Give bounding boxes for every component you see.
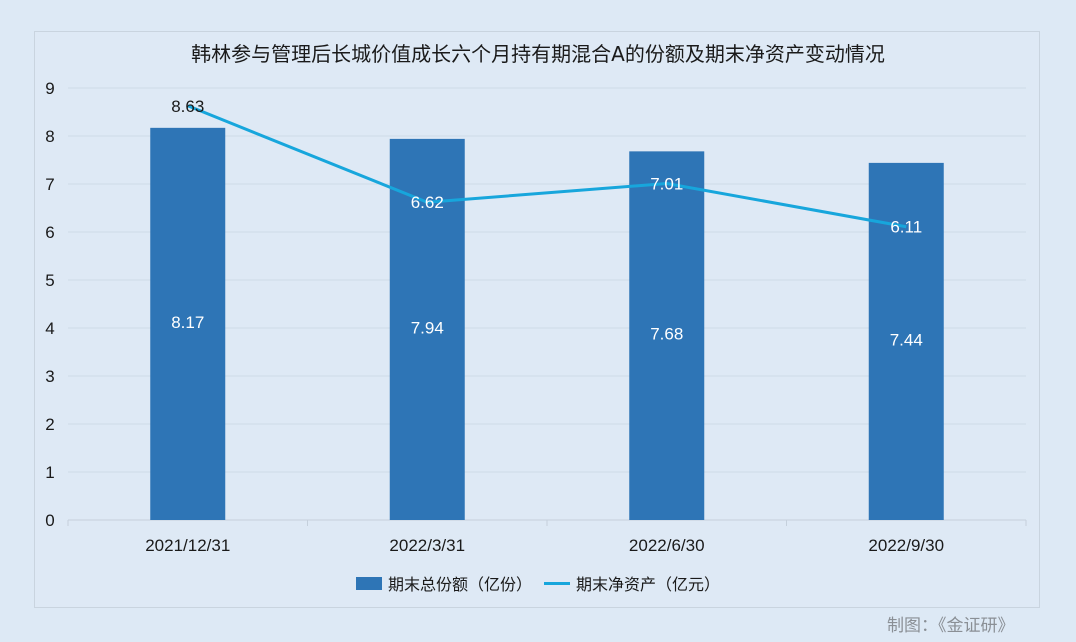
legend-label-net-assets: 期末净资产（亿元）: [576, 575, 721, 594]
bar-series: [150, 127, 944, 521]
legend-label-shares: 期末总份额（亿份）: [387, 575, 532, 594]
line-value-label: 8.63: [171, 97, 204, 116]
y-tick-label: 8: [45, 127, 54, 146]
y-tick-label: 4: [45, 319, 54, 338]
legend-item-net-assets: 期末净资产（亿元）: [544, 571, 720, 595]
x-tick-label: 2022/9/30: [868, 536, 944, 555]
legend-item-shares: 期末总份额（亿份）: [355, 571, 532, 595]
y-tick-label: 7: [45, 175, 54, 194]
line-series: [187, 104, 907, 229]
y-axis: 0 1 2 3 4 5 6 7 8 9: [45, 79, 54, 530]
line-value-label: 6.11: [890, 218, 922, 237]
x-tick-label: 2021/12/31: [145, 536, 230, 555]
data-labels: 8.17 7.94 7.68 7.44 8.63 6.62 7.01 6.11: [171, 97, 923, 350]
y-tick-label: 3: [45, 367, 54, 386]
bar-value-label: 7.68: [650, 325, 683, 344]
y-tick-label: 0: [45, 511, 54, 530]
x-axis: 2021/12/31 2022/3/31 2022/6/30 2022/9/30: [67, 519, 1027, 555]
y-tick-label: 6: [45, 223, 54, 242]
net-assets-line: [187, 104, 907, 229]
y-tick-label: 1: [45, 463, 54, 482]
x-tick-label: 2022/6/30: [629, 536, 705, 555]
x-tick-label: 2022/3/31: [389, 536, 465, 555]
y-tick-label: 2: [45, 415, 54, 434]
legend: 期末总份额（亿份） 期末净资产（亿元）: [0, 571, 1076, 595]
line-value-label: 7.01: [650, 175, 683, 194]
y-tick-label: 9: [45, 79, 54, 98]
bar-value-label: 8.17: [171, 313, 204, 332]
bar-swatch-icon: [355, 576, 382, 590]
chart-title: 韩林参与管理后长城价值成长六个月持有期混合A的份额及期末净资产变动情况: [191, 42, 885, 66]
gridlines: [68, 87, 1026, 473]
bar: [150, 127, 226, 520]
y-tick-label: 5: [45, 271, 54, 290]
bar-value-label: 7.44: [890, 330, 923, 349]
bar: [629, 151, 705, 521]
bar-value-label: 7.94: [411, 318, 444, 337]
line-swatch-icon: [544, 581, 570, 585]
line-value-label: 6.62: [411, 193, 444, 212]
credit-text: 制图：《金证研》: [887, 616, 1015, 636]
